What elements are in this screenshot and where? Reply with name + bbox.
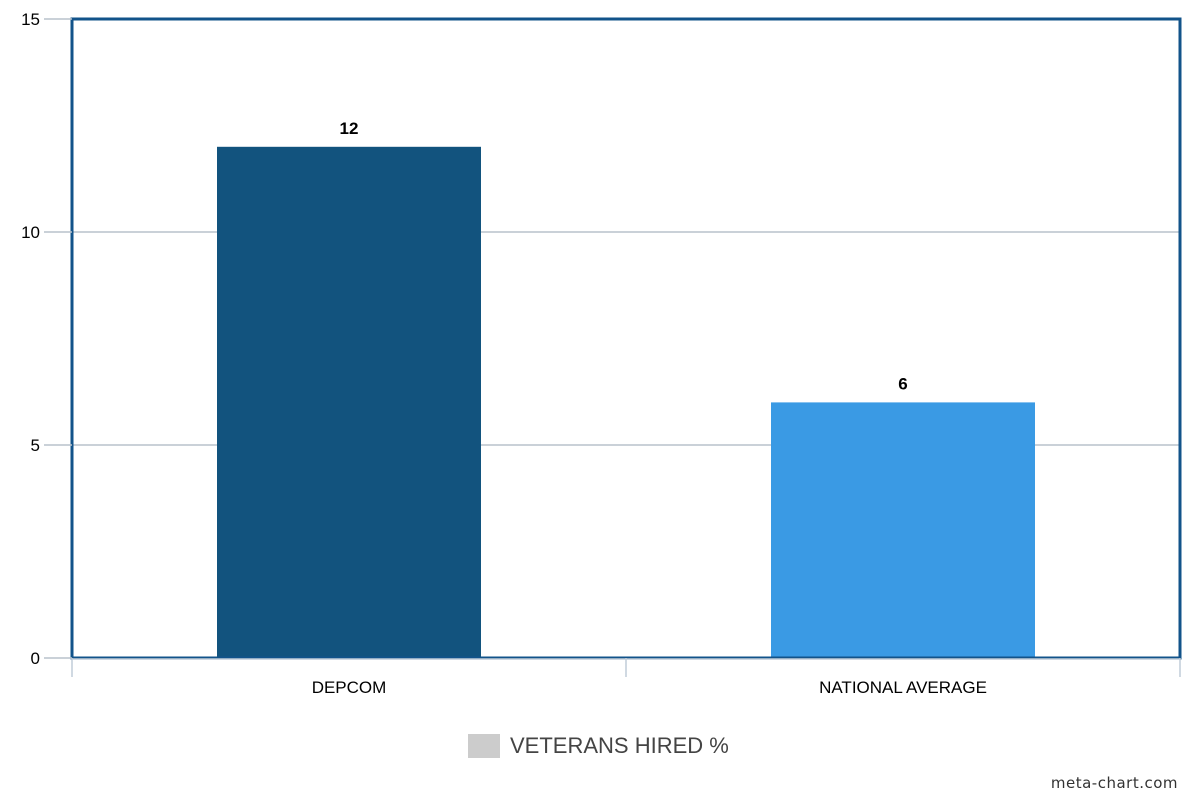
y-tick-label: 0 xyxy=(31,649,40,668)
bar xyxy=(217,146,481,659)
watermark: meta-chart.com xyxy=(1050,774,1178,792)
category-label: DEPCOM xyxy=(312,678,387,697)
y-tick-label: 15 xyxy=(21,10,40,29)
y-tick-label: 5 xyxy=(31,436,40,455)
labels: 0 5 10 15 12 DEPCOM 6 NATIONAL AVERAGE xyxy=(21,10,987,697)
axes xyxy=(44,18,1181,677)
legend-label: VETERANS HIRED % xyxy=(510,733,729,758)
bars xyxy=(217,146,1035,659)
data-label: 6 xyxy=(898,374,907,393)
y-tick-label: 10 xyxy=(21,223,40,242)
legend-swatch xyxy=(468,734,500,758)
data-label: 12 xyxy=(340,119,359,138)
legend: VETERANS HIRED % xyxy=(468,733,729,759)
bar xyxy=(771,402,1035,658)
category-label: NATIONAL AVERAGE xyxy=(819,678,987,697)
